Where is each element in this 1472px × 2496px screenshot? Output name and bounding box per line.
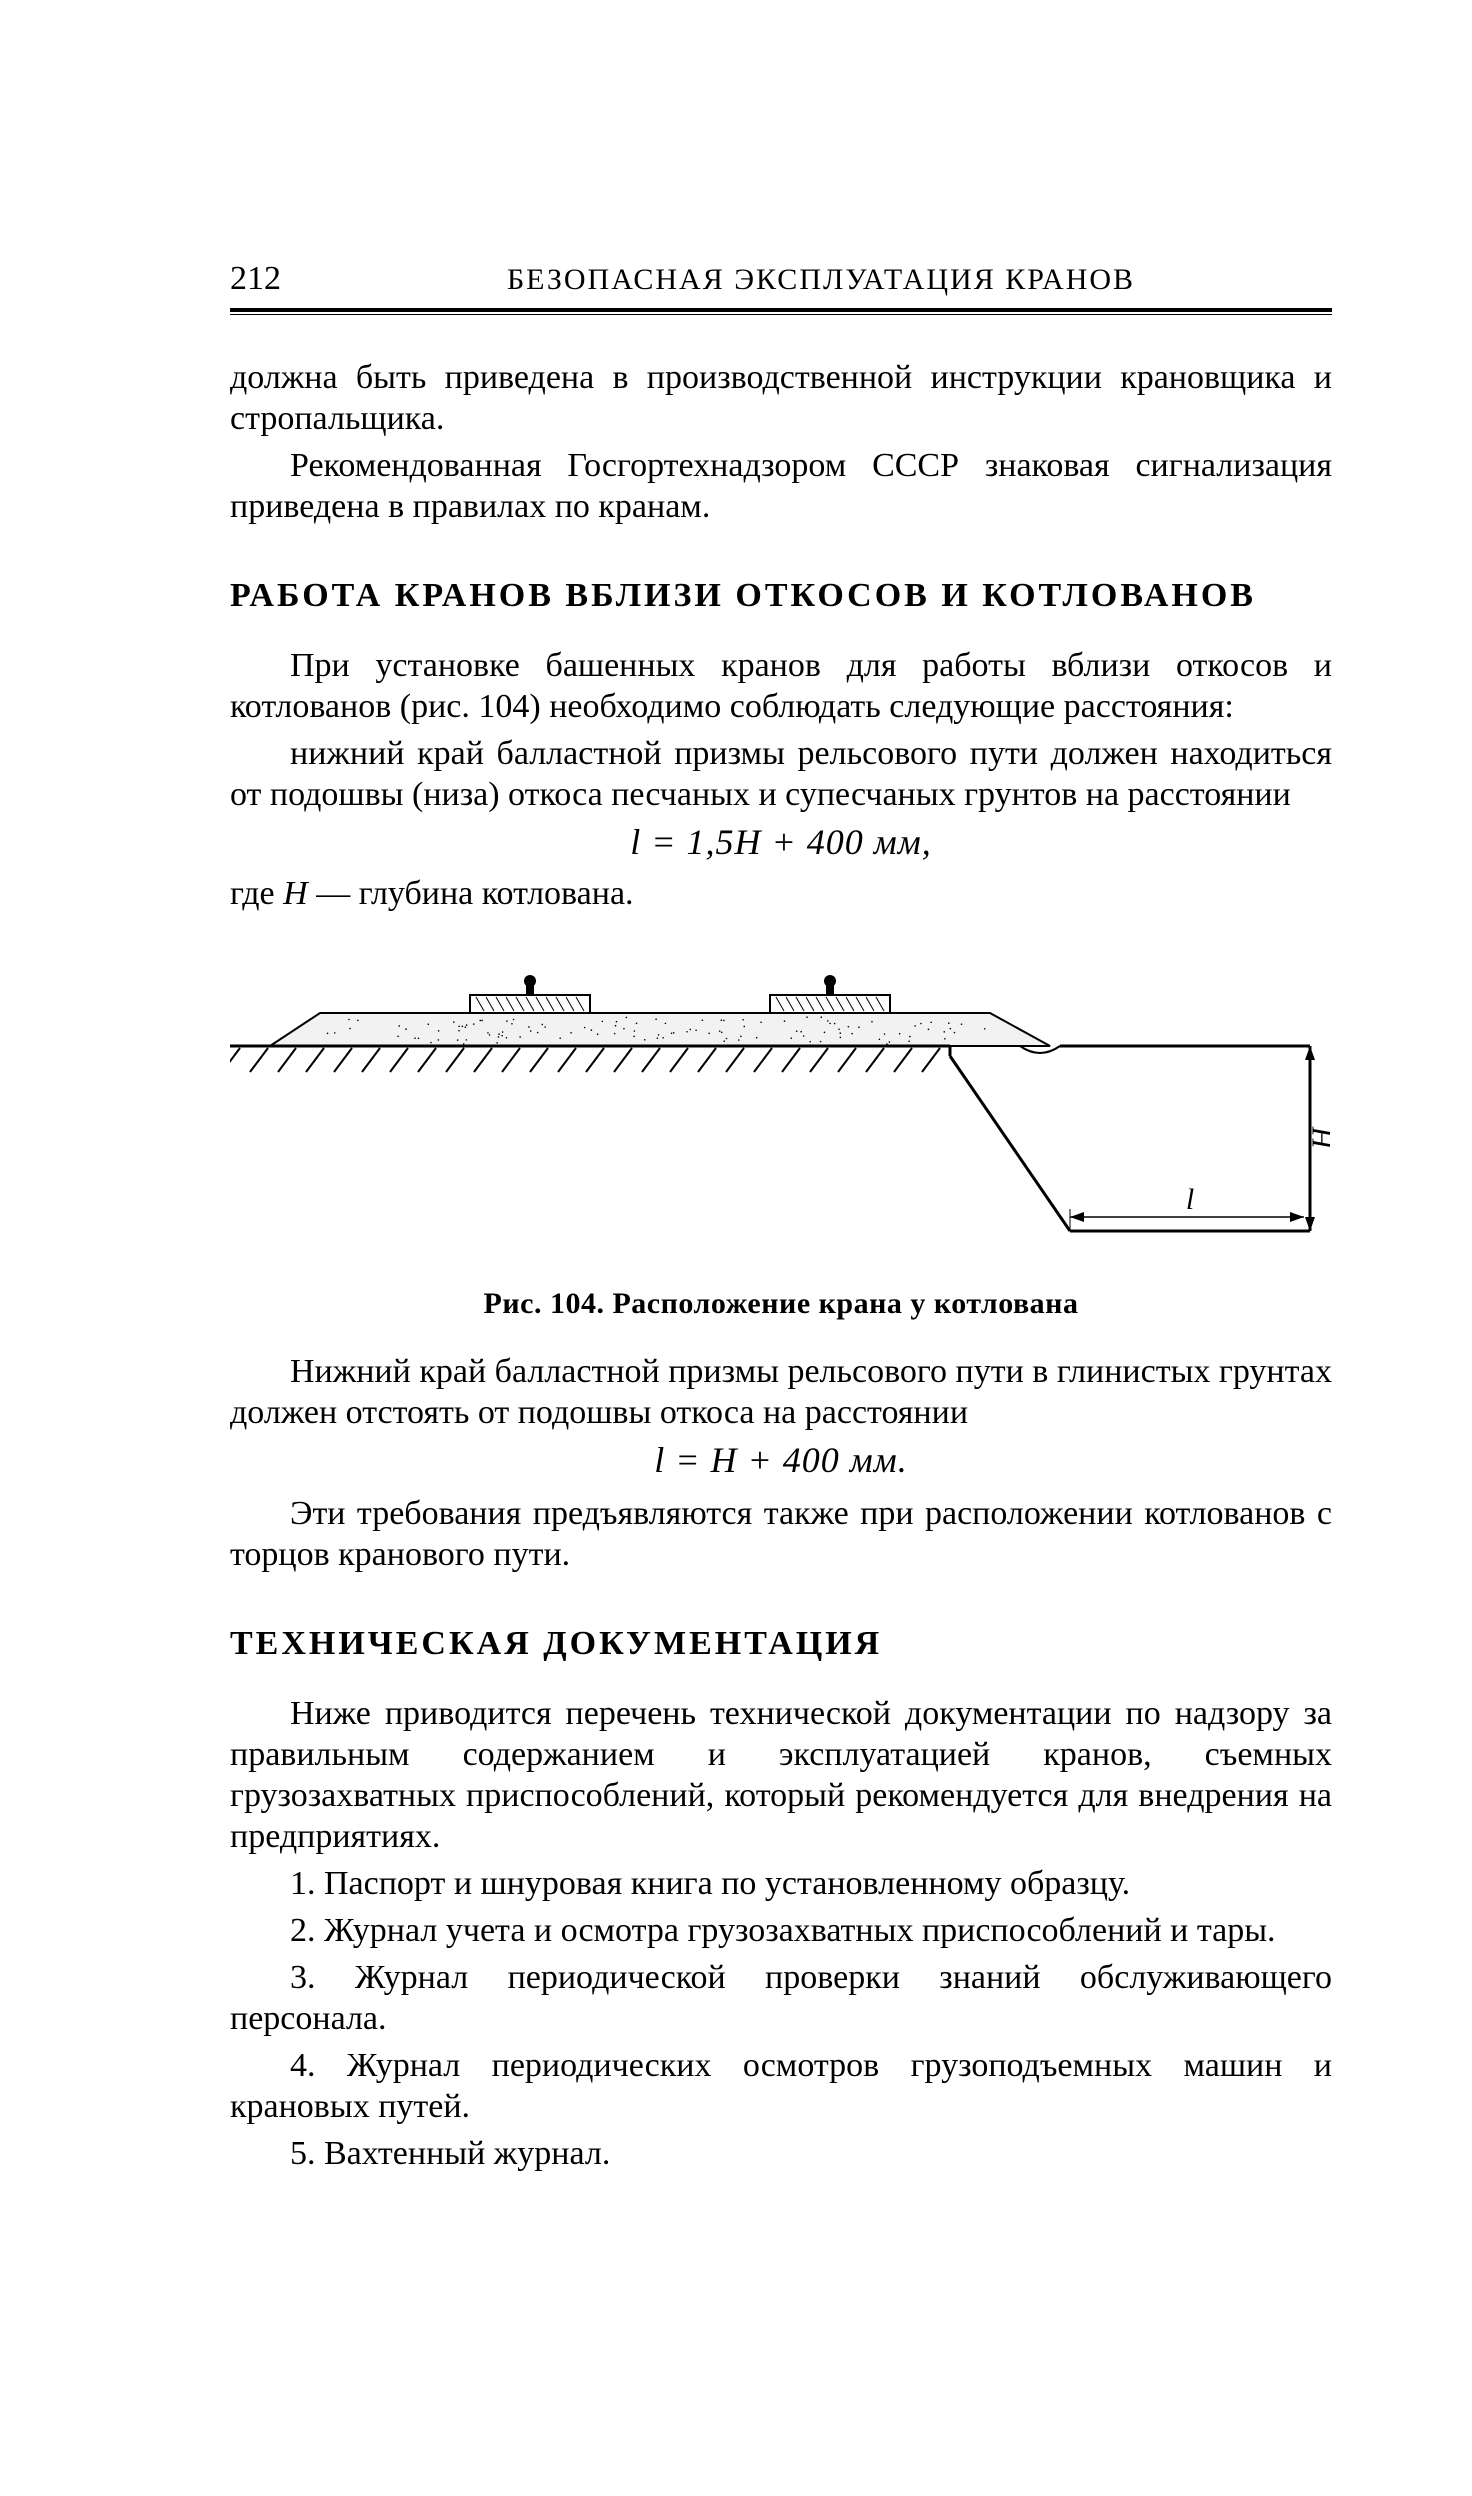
s2-item-3: 3. Журнал периодической проверки знаний … [230,1957,1332,2039]
intro-paragraph-2: Рекомендованная Госгортехнадзором СССР з… [230,445,1332,527]
where-var: H [283,875,308,912]
figure-104: lH [230,931,1332,1271]
page-number: 212 [230,260,310,298]
s2-item-4: 4. Журнал периодических осмотров грузопо… [230,2045,1332,2127]
section-title-1: РАБОТА КРАНОВ ВБЛИЗИ ОТКОСОВ И КОТЛОВАНО… [230,577,1332,615]
where-prefix: где [230,875,283,912]
s2-item-2: 2. Журнал учета и осмотра грузозахватных… [230,1910,1332,1951]
s1-paragraph-4: Эти требования предъявляются также при р… [230,1493,1332,1575]
figure-104-svg: lH [230,931,1330,1271]
header-rule-thin [230,314,1332,315]
s2-intro: Ниже приводится перечень технической док… [230,1693,1332,1857]
page: 212 БЕЗОПАСНАЯ ЭКСПЛУАТАЦИЯ КРАНОВ должн… [0,0,1472,2496]
s1-paragraph-3: Нижний край балластной призмы рельсового… [230,1351,1332,1433]
s2-item-5: 5. Вахтенный журнал. [230,2133,1332,2174]
formula-1: l = 1,5H + 400 мм, [230,821,1332,863]
header-rule-thick [230,308,1332,312]
svg-text:H: H [1306,1125,1330,1150]
figure-104-caption: Рис. 104. Расположение крана у котлована [230,1287,1332,1321]
s1-paragraph-2: нижний край балластной призмы рельсового… [230,733,1332,815]
formula-2: l = H + 400 мм. [230,1439,1332,1481]
where-line: где H — глубина котлована. [230,875,1332,913]
s1-paragraph-1: При установке башенных кранов для работы… [230,645,1332,727]
intro-paragraph-1: должна быть приведена в производственной… [230,357,1332,439]
where-suffix: — глубина котлована. [308,875,634,912]
running-title: БЕЗОПАСНАЯ ЭКСПЛУАТАЦИЯ КРАНОВ [310,263,1332,297]
s2-item-1: 1. Паспорт и шнуровая книга по установле… [230,1863,1332,1904]
svg-text:l: l [1186,1183,1194,1216]
running-head: 212 БЕЗОПАСНАЯ ЭКСПЛУАТАЦИЯ КРАНОВ [230,260,1332,298]
section-title-2: ТЕХНИЧЕСКАЯ ДОКУМЕНТАЦИЯ [230,1625,1332,1663]
